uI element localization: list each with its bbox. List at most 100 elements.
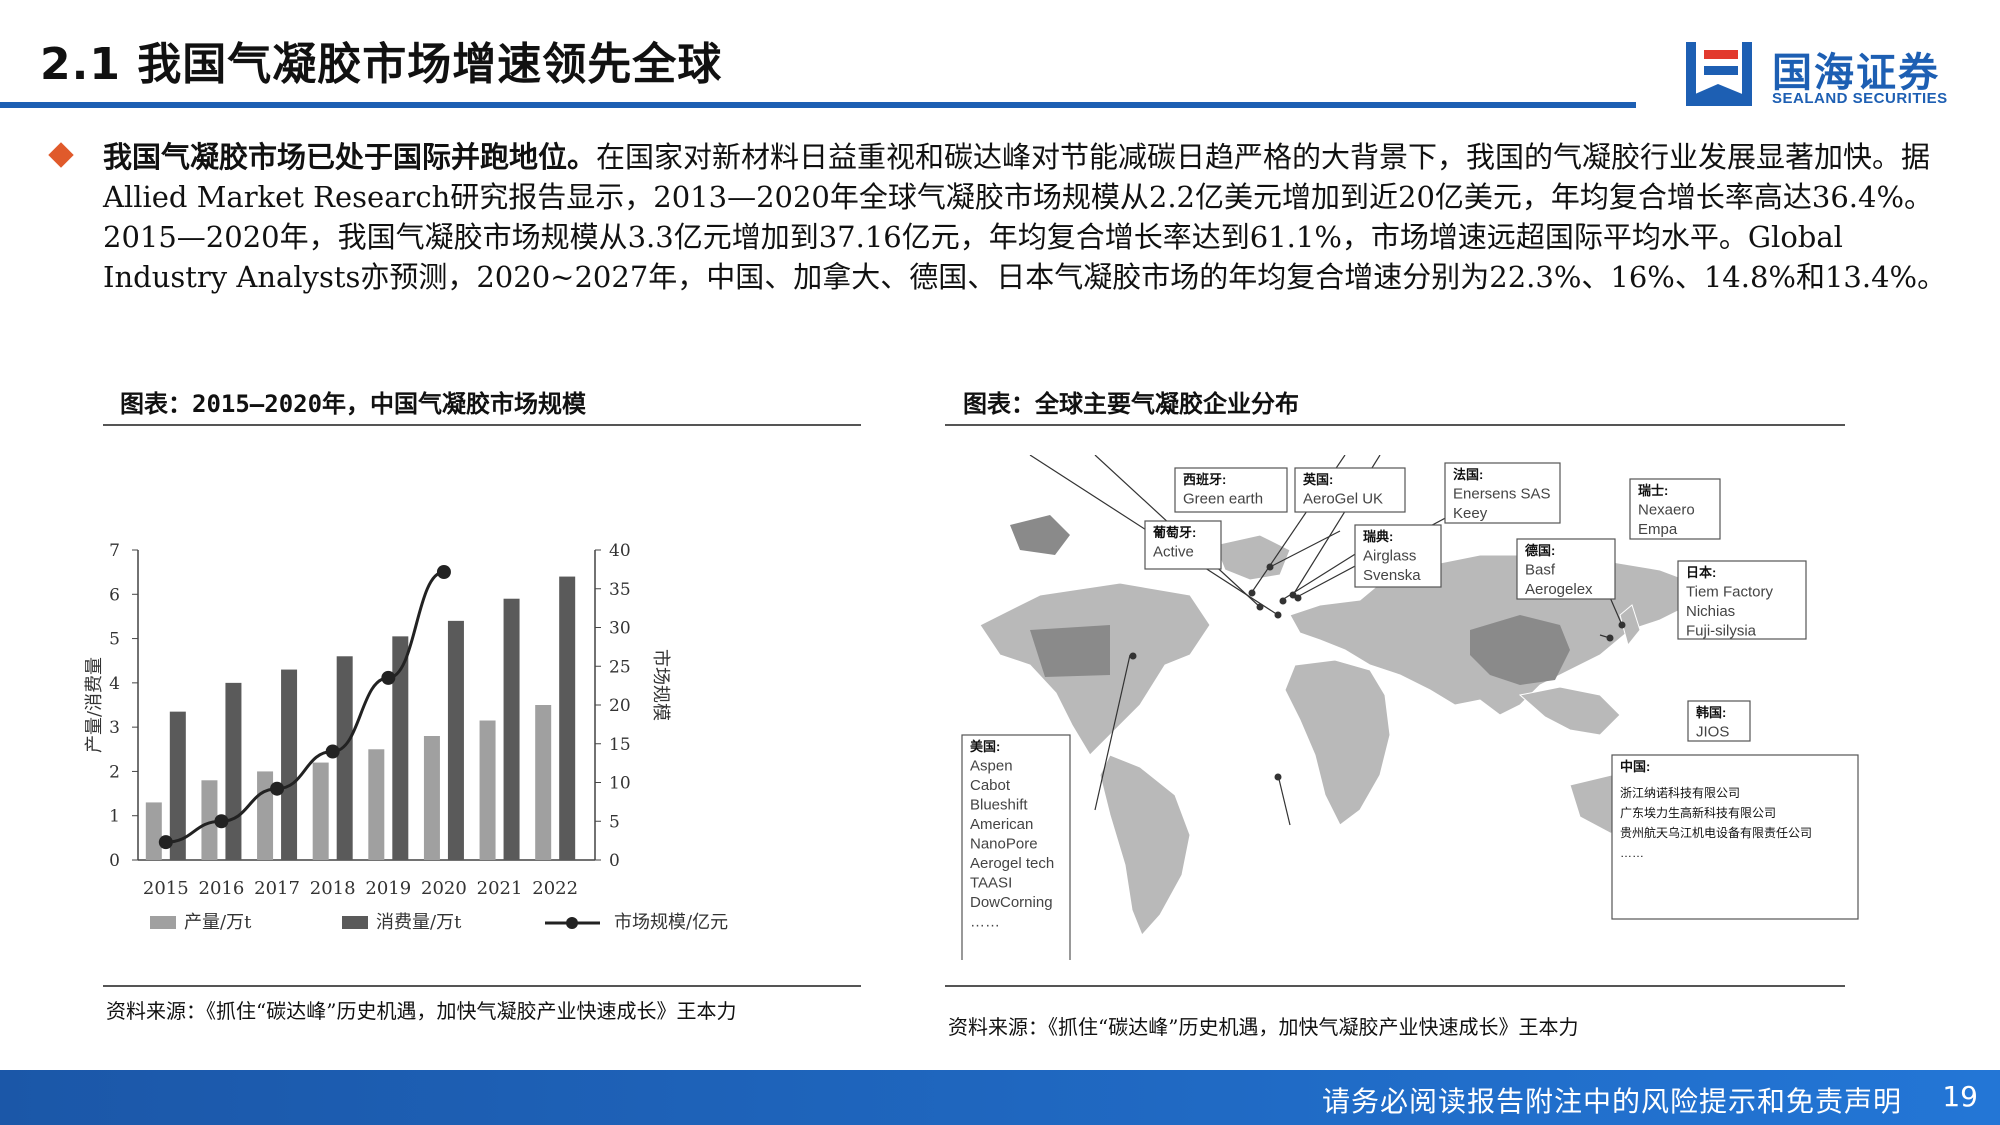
x-tick-label: 2019 <box>365 878 411 899</box>
map-label-box: 葡萄牙: Active <box>1144 520 1222 570</box>
map-label-country: 美国: <box>970 739 1000 754</box>
title-underline <box>0 102 1636 108</box>
x-tick-label: 2017 <box>254 878 300 899</box>
map-label-company: Svenska <box>1363 567 1421 584</box>
map-label-frame <box>961 734 1071 960</box>
right-caption-rule <box>945 424 1845 426</box>
right-source-rule <box>945 985 1845 987</box>
map-label-company: Enersens SAS <box>1453 486 1551 503</box>
map-label-country: 西班牙: <box>1183 472 1226 487</box>
body-lead: 我国气凝胶市场已处于国际并跑地位。 <box>103 140 597 174</box>
map-label-country: 日本: <box>1686 565 1716 580</box>
x-tick-label: 2020 <box>421 878 467 899</box>
map-label-box: 西班牙: Green earth <box>1174 467 1288 513</box>
right-y-tick-label: 20 <box>609 696 631 716</box>
disclaimer-text: 请务必阅读报告附注中的风险提示和免责声明 <box>1321 1085 1902 1118</box>
map-label-company: Active <box>1153 544 1194 561</box>
map-label-box: 中国: 浙江纳诺科技有限公司广东埃力生高新科技有限公司贵州航天乌江机电设备有限责任… <box>1611 754 1859 920</box>
market-size-point <box>214 814 229 829</box>
map-label-company: Basf <box>1525 562 1556 579</box>
market-size-point <box>158 835 173 850</box>
right-y-tick-label: 15 <box>609 735 631 755</box>
bar-consumption <box>281 669 298 860</box>
body-paragraph: 我国气凝胶市场已处于国际并跑地位。在国家对新材料日益重视和碳达峰对节能减碳日趋严… <box>103 137 1963 297</box>
map-label-country: 德国: <box>1525 543 1555 558</box>
map-label-box: 英国: AeroGel UK <box>1294 467 1406 513</box>
map-label-company: Airglass <box>1363 548 1416 565</box>
left-y-tick-label: 2 <box>109 762 120 782</box>
map-label-company: Aspen <box>970 758 1013 775</box>
map-label-company: American <box>970 816 1033 833</box>
map-label-company: Fuji-silysia <box>1686 623 1757 640</box>
map-label-company: 广东埃力生高新科技有限公司 <box>1620 805 1776 820</box>
map-label-company: Empa <box>1638 521 1678 538</box>
left-y-axis-title: 产量/消费量 <box>84 657 105 753</box>
footer-bar: 请务必阅读报告附注中的风险提示和免责声明 19 <box>0 1070 2000 1125</box>
bullet-diamond-icon <box>48 142 74 168</box>
map-label-company: Blueshift <box>970 797 1028 814</box>
right-y-tick-label: 5 <box>609 812 620 832</box>
map-label-country: 韩国: <box>1696 705 1726 720</box>
left-y-tick-label: 0 <box>109 851 120 871</box>
left-source-rule <box>103 985 861 987</box>
map-label-frame <box>1677 560 1807 640</box>
left-y-tick-label: 6 <box>109 585 120 605</box>
left-caption-rule <box>103 424 861 426</box>
map-label-country: 法国: <box>1453 467 1483 482</box>
map-label-company: AeroGel UK <box>1303 491 1383 508</box>
right-y-tick-label: 35 <box>609 580 631 600</box>
map-label-company: Green earth <box>1183 491 1263 508</box>
slide-title: 2.1 我国气凝胶市场增速领先全球 <box>40 39 723 90</box>
page-number: 19 <box>1942 1080 1978 1113</box>
map-label-country: 瑞典: <box>1363 529 1393 544</box>
right-y-tick-label: 10 <box>609 774 631 794</box>
bar-production <box>368 749 385 860</box>
market-size-point <box>436 565 451 580</box>
map-label-company: …… <box>1620 846 1644 860</box>
usa-highlight <box>1030 625 1110 677</box>
map-label-frame <box>1629 478 1721 540</box>
legend-swatch-production <box>150 916 176 929</box>
map-label-company: NanoPore <box>970 836 1038 853</box>
map-label-company: Tiem Factory <box>1686 584 1773 601</box>
left-y-tick-label: 3 <box>109 718 120 738</box>
map-label-company: TAASI <box>970 875 1012 892</box>
map-label-frame <box>1354 524 1442 588</box>
map-label-country: 葡萄牙: <box>1152 525 1196 540</box>
map-label-company: Nichias <box>1686 603 1735 620</box>
legend-label-market-size: 市场规模/亿元 <box>614 912 728 933</box>
map-label-company: Cabot <box>970 777 1011 794</box>
bar-production <box>535 705 552 860</box>
map-label-company: 浙江纳诺科技有限公司 <box>1620 786 1740 800</box>
logo-chinese-name: 国海证券 <box>1772 50 1940 96</box>
map-label-company: Aerogelex <box>1525 581 1593 598</box>
china-highlight <box>1470 615 1570 685</box>
right-y-tick-label: 0 <box>609 851 620 871</box>
logo-mark-icon <box>1686 42 1752 106</box>
map-label-box: 韩国: JIOS <box>1687 700 1751 742</box>
left-y-tick-label: 7 <box>109 541 120 561</box>
map-label-frame <box>1687 700 1751 742</box>
map-label-frame <box>1294 467 1406 513</box>
right-y-tick-label: 30 <box>609 619 631 639</box>
map-label-company: 贵州航天乌江机电设备有限责任公司 <box>1620 825 1812 840</box>
market-size-chart: 0 1 2 3 4 5 6 7 0 5 10 15 20 25 30 35 40 产量/消费量 市场规模 2015 20… <box>84 541 728 933</box>
bar-production <box>201 780 218 860</box>
legend-swatch-consumption <box>342 916 368 929</box>
map-label-frame <box>1144 520 1222 570</box>
x-tick-label: 2018 <box>310 878 356 899</box>
bar-consumption <box>225 682 242 860</box>
map-label-company: JIOS <box>1696 724 1729 741</box>
map-label-company: DowCorning <box>970 894 1053 911</box>
map-label-box: 日本: Tiem Factory Nichias Fuji-silysia <box>1677 560 1807 640</box>
bar-production <box>479 720 496 860</box>
x-tick-label: 2016 <box>199 878 245 899</box>
alaska-highlight <box>1010 515 1070 555</box>
x-tick-label: 2022 <box>532 878 578 899</box>
bar-production <box>312 762 329 860</box>
right-y-tick-label: 25 <box>609 657 631 677</box>
map-label-country: 中国: <box>1620 759 1650 774</box>
market-size-point <box>381 670 396 685</box>
map-label-box: 法国: Enersens SAS Keey <box>1444 462 1561 524</box>
right-y-axis-title: 市场规模 <box>650 649 671 721</box>
